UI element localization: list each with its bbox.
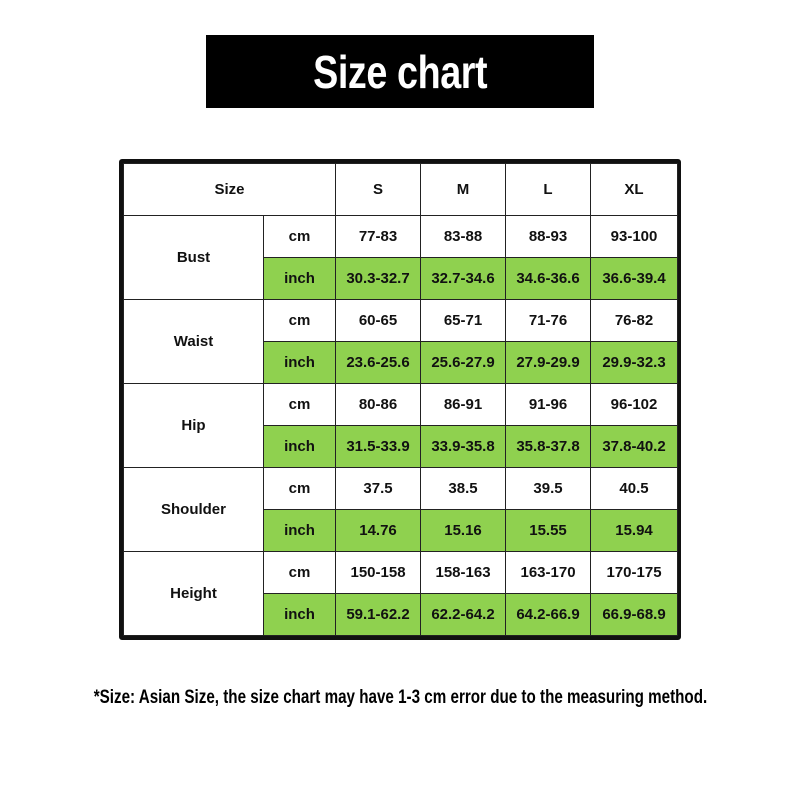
bust-label: Bust [123, 215, 264, 300]
bust-inch-unit: inch [262, 257, 337, 300]
table-cell: 33.9-35.8 [420, 425, 507, 468]
waist-inch-unit: inch [262, 341, 337, 384]
waist-inch-row: inch 23.6-25.6 25.6-27.9 27.9-29.9 29.9-32.3 [124, 341, 679, 384]
note-text: *Size: Asian Size, the size chart may ha… [93, 687, 707, 708]
table-cell: 59.1-62.2 [335, 593, 422, 636]
table-cell: 83-88 [420, 215, 507, 258]
height-inch-unit: inch [262, 593, 337, 636]
size-note: *Size: Asian Size, the size chart may ha… [0, 687, 800, 709]
height-cm-row: Height cm 150-158 158-163 163-170 170-175 [123, 551, 679, 636]
height-inch-row: inch 59.1-62.2 62.2-64.2 64.2-66.9 66.9-68.9 [124, 593, 679, 636]
header-size-xl: XL [590, 163, 679, 216]
shoulder-inch-row: inch 14.76 15.16 15.55 15.94 [124, 509, 679, 552]
waist-cm-row: Waist cm 60-65 65-71 71-76 76-82 [123, 299, 679, 384]
table-cell: 34.6-36.6 [505, 257, 592, 300]
table-cell: 91-96 [505, 383, 592, 426]
hip-inch-row: inch 31.5-33.9 33.9-35.8 35.8-37.8 37.8-40.2 [124, 425, 679, 468]
table-cell: 76-82 [590, 299, 679, 342]
height-cm-unit: cm [262, 551, 337, 594]
table-cell: 25.6-27.9 [420, 341, 507, 384]
header-size-s: S [335, 163, 422, 216]
table-cell: 23.6-25.6 [335, 341, 422, 384]
table-cell: 163-170 [505, 551, 592, 594]
header-size-label: Size [122, 163, 337, 216]
bust-inch-row: inch 30.3-32.7 32.7-34.6 34.6-36.6 36.6-39.4 [124, 257, 679, 300]
table-cell: 36.6-39.4 [590, 257, 679, 300]
shoulder-inch-unit: inch [262, 509, 337, 552]
table-cell: 88-93 [505, 215, 592, 258]
hip-cm-row: Hip cm 80-86 86-91 91-96 96-102 [123, 383, 679, 468]
table-cell: 14.76 [335, 509, 422, 552]
hip-cm-unit: cm [262, 383, 337, 426]
table-cell: 80-86 [335, 383, 422, 426]
height-label: Height [123, 551, 264, 636]
table-cell: 32.7-34.6 [420, 257, 507, 300]
table-cell: 31.5-33.9 [335, 425, 422, 468]
waist-cm-unit: cm [262, 299, 337, 342]
table-cell: 27.9-29.9 [505, 341, 592, 384]
table-cell: 66.9-68.9 [590, 593, 679, 636]
table-cell: 39.5 [505, 467, 592, 510]
table-cell: 170-175 [590, 551, 679, 594]
shoulder-label: Shoulder [123, 467, 264, 552]
table-cell: 62.2-64.2 [420, 593, 507, 636]
page-title: Size chart [312, 45, 488, 98]
table-cell: 30.3-32.7 [335, 257, 422, 300]
table-cell: 158-163 [420, 551, 507, 594]
table-cell: 38.5 [420, 467, 507, 510]
shoulder-cm-unit: cm [262, 467, 337, 510]
hip-inch-unit: inch [262, 425, 337, 468]
bust-cm-row: Bust cm 77-83 83-88 88-93 93-100 [123, 215, 679, 300]
table-cell: 93-100 [590, 215, 679, 258]
table-cell: 37.8-40.2 [590, 425, 679, 468]
header-row: Size S M L XL [122, 163, 679, 216]
bust-cm-unit: cm [262, 215, 337, 258]
table-cell: 29.9-32.3 [590, 341, 679, 384]
table-cell: 71-76 [505, 299, 592, 342]
table-cell: 15.55 [505, 509, 592, 552]
table-cell: 60-65 [335, 299, 422, 342]
title-banner: Size chart [206, 35, 594, 108]
table-cell: 15.16 [420, 509, 507, 552]
table-cell: 64.2-66.9 [505, 593, 592, 636]
table-cell: 96-102 [590, 383, 679, 426]
shoulder-cm-row: Shoulder cm 37.5 38.5 39.5 40.5 [123, 467, 679, 552]
table-cell: 150-158 [335, 551, 422, 594]
header-size-m: M [420, 163, 507, 216]
table-cell: 37.5 [335, 467, 422, 510]
waist-label: Waist [123, 299, 264, 384]
hip-label: Hip [123, 383, 264, 468]
table-cell: 35.8-37.8 [505, 425, 592, 468]
table-cell: 65-71 [420, 299, 507, 342]
table-cell: 77-83 [335, 215, 422, 258]
header-size-l: L [505, 163, 592, 216]
table-cell: 15.94 [590, 509, 679, 552]
size-table: Size S M L XL Bust cm 77-83 83-88 88-93 93-1… [119, 159, 681, 640]
table-cell: 40.5 [590, 467, 679, 510]
table-cell: 86-91 [420, 383, 507, 426]
